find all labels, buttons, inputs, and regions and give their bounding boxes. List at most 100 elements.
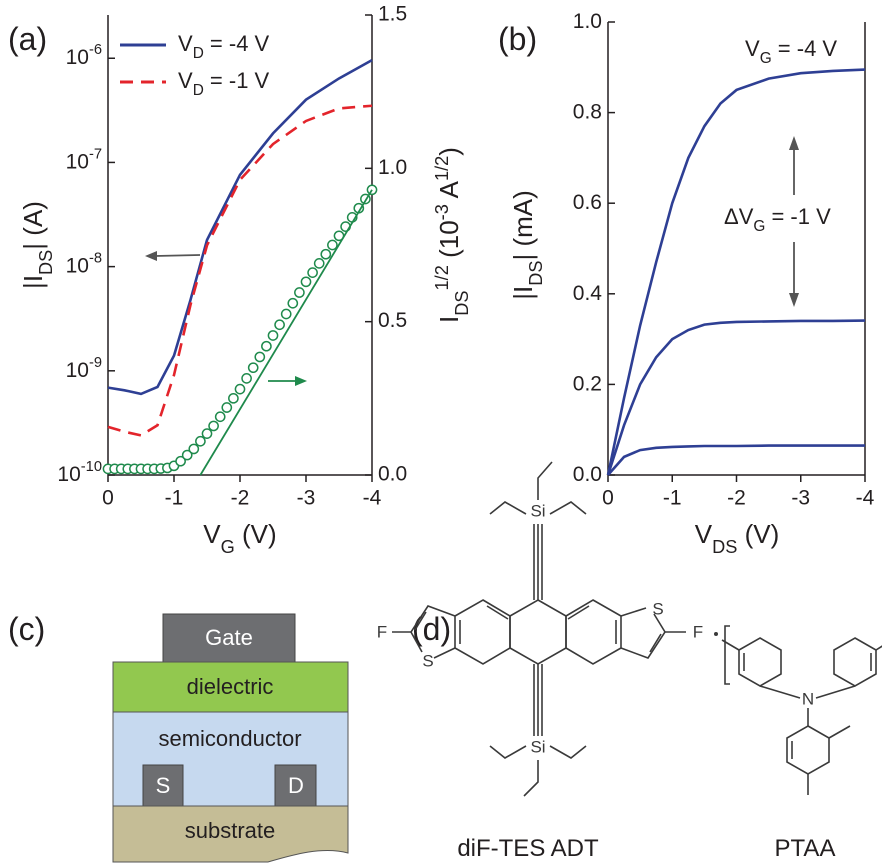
data-point <box>301 277 310 286</box>
y2-tick-label: 1.0 <box>378 156 407 179</box>
atom-label: S <box>422 651 433 670</box>
data-point <box>328 240 337 249</box>
panel-label: (a) <box>8 21 47 57</box>
series-line <box>608 70 865 475</box>
label-text: ΔV <box>724 204 754 229</box>
x-tick-label: -2 <box>727 487 746 510</box>
tick-base: 10 <box>66 46 89 69</box>
ring <box>739 638 781 686</box>
label-text: I <box>434 316 464 323</box>
bond <box>490 502 526 514</box>
label-text: = -1 V <box>765 204 831 229</box>
y-tick-label: 0.2 <box>573 372 602 395</box>
tick-exponent: -10 <box>81 459 102 475</box>
atom-label: Si <box>530 737 545 756</box>
label-sub: G <box>753 218 765 235</box>
bond <box>550 502 586 514</box>
label-sup: -3 <box>432 204 452 220</box>
data-point <box>202 429 211 438</box>
y-tick-label: 10-10 <box>57 459 102 486</box>
panel-label: (c) <box>8 611 45 647</box>
label-sub: DS <box>526 261 546 286</box>
panel-label: (b) <box>498 21 537 57</box>
y-tick-label: 0.4 <box>573 281 603 304</box>
ring <box>566 600 621 664</box>
data-point <box>229 394 238 403</box>
label-sub: G <box>221 537 235 557</box>
tick-base: 10 <box>57 463 80 486</box>
figure: (a) (b) (c) (d) Gate dielectric semicond… <box>0 0 882 863</box>
label-text: = -1 V <box>204 68 270 93</box>
series-line <box>608 446 865 475</box>
atom-label: F <box>693 622 703 641</box>
atom-label: F <box>377 622 387 641</box>
label-text: V <box>695 519 713 549</box>
chain-end <box>714 632 718 636</box>
molecule-name: PTAA <box>775 835 836 862</box>
legend-label: VD = -4 V <box>178 31 270 62</box>
series-line <box>200 190 372 475</box>
x-tick-label: 0 <box>602 487 614 510</box>
y-axis-label: |IDS| (A) <box>18 201 56 289</box>
tick-exponent: -9 <box>89 355 102 371</box>
y-tick-label: 0.6 <box>573 191 602 214</box>
label-sup: 1/2 <box>432 156 452 181</box>
data-point <box>282 309 291 318</box>
label-sub: D <box>193 82 204 99</box>
x-tick-label: -3 <box>297 487 316 510</box>
bracket <box>725 626 730 684</box>
bond <box>621 614 665 658</box>
x-tick-label: 0 <box>102 487 114 510</box>
ring <box>834 638 876 686</box>
label-sup: 1/2 <box>432 265 452 290</box>
x-tick-label: -1 <box>663 487 682 510</box>
data-point <box>295 288 304 297</box>
y-tick-label: 0.0 <box>573 463 602 486</box>
label-text: V <box>178 68 193 93</box>
layer-label: S <box>156 773 171 798</box>
data-point <box>288 299 297 308</box>
tick-exponent: -7 <box>89 146 102 162</box>
data-point <box>255 352 264 361</box>
data-point <box>268 331 277 340</box>
layer-label: Gate <box>205 625 253 650</box>
data-point <box>196 437 205 446</box>
data-point <box>321 250 330 259</box>
data-point <box>222 403 231 412</box>
label-text: V <box>178 31 193 56</box>
ring <box>455 600 510 664</box>
data-point <box>315 259 324 268</box>
device-stack: Gate dielectric semiconductor S D substr… <box>113 614 348 862</box>
data-point <box>242 374 251 383</box>
y-axis-label: |IDS| (mA) <box>508 190 546 300</box>
tick-exponent: -6 <box>89 42 102 58</box>
label-text: | (mA) <box>508 190 538 260</box>
x-tick-label: -2 <box>231 487 250 510</box>
atom-label: Si <box>530 501 545 520</box>
layer-label: D <box>288 773 304 798</box>
data-point <box>249 363 258 372</box>
y2-tick-label: 1.5 <box>378 3 407 26</box>
layer-label: semiconductor <box>158 726 301 751</box>
label-text: = -4 V <box>204 31 270 56</box>
label-text: ) <box>434 147 464 156</box>
panel-label: (d) <box>412 611 451 647</box>
y-tick-label: 10-7 <box>66 146 102 173</box>
data-point <box>367 185 376 194</box>
label-text: |I <box>508 286 538 300</box>
tick-base: 0.4 <box>573 281 603 304</box>
series-line <box>608 321 865 475</box>
bond <box>760 686 800 698</box>
bond <box>490 746 526 758</box>
data-point <box>275 320 284 329</box>
y-tick-label: 0.8 <box>573 100 602 123</box>
arrow-head <box>789 136 799 150</box>
tick-base: 10 <box>66 358 89 381</box>
molecule-name: diF-TES ADT <box>457 835 599 862</box>
y-tick-label: 1.0 <box>573 10 602 33</box>
annotation: VG = -4 V <box>745 36 837 67</box>
y2-tick-label: 0.5 <box>378 309 407 332</box>
label-text: = -4 V <box>772 36 838 61</box>
x-axis-label: VDS (V) <box>695 519 780 557</box>
x-tick-label: -4 <box>856 487 875 510</box>
